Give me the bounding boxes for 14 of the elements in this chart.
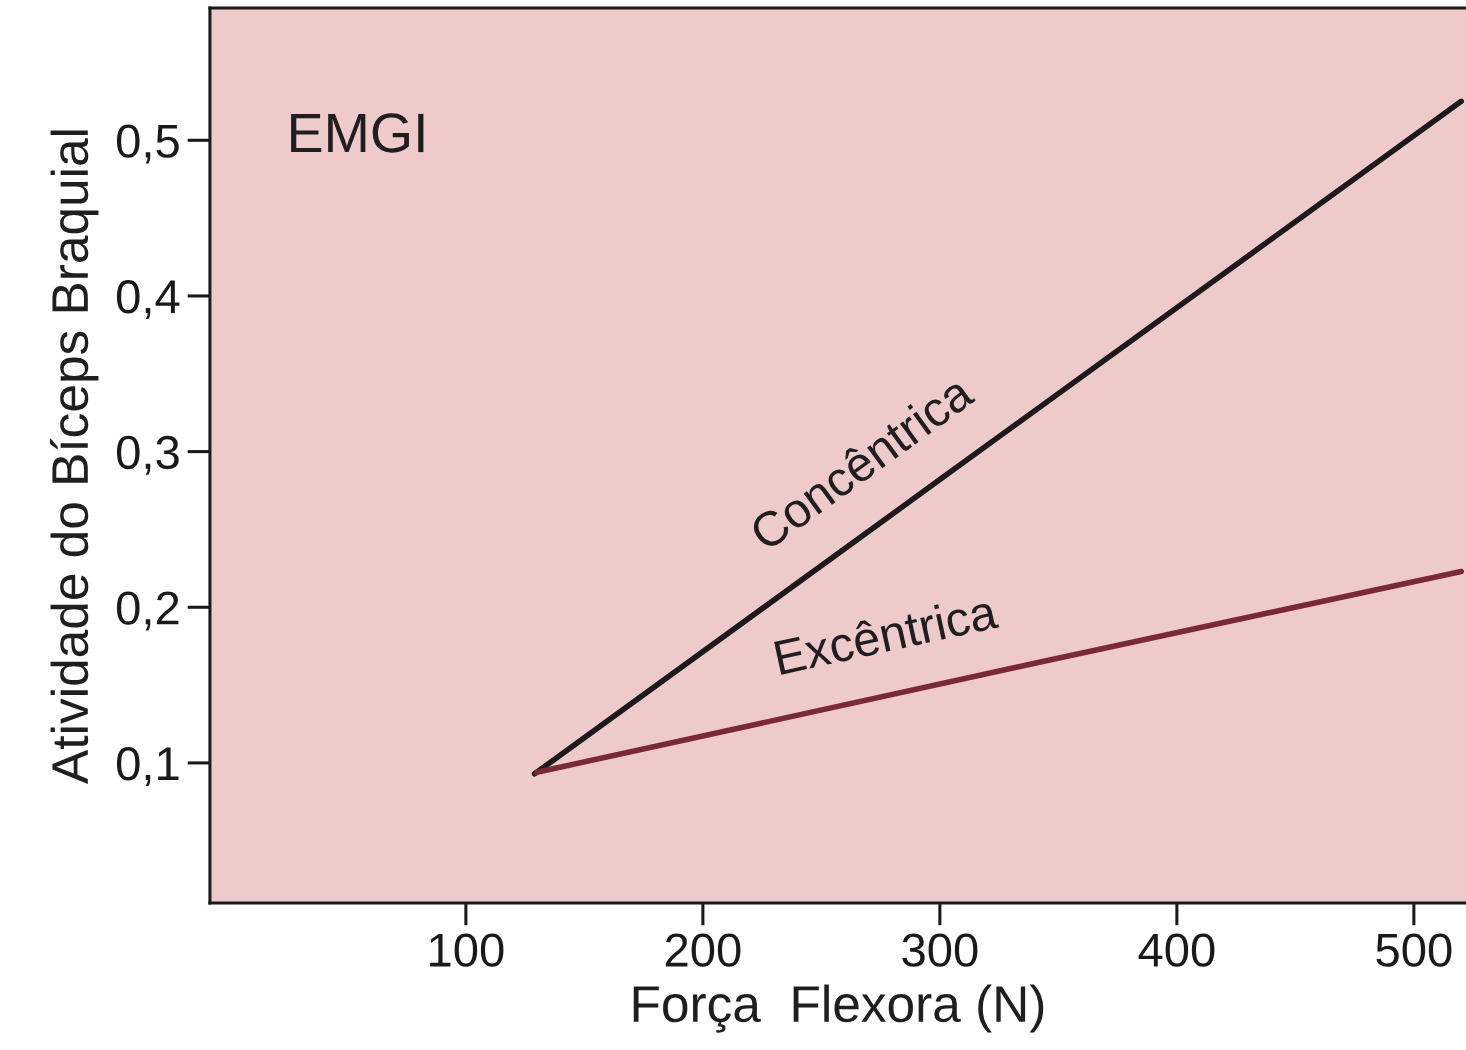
y-tick-label: 0,2 — [116, 591, 179, 631]
annotation: EMGI — [291, 113, 424, 153]
text: Excêntrica — [773, 592, 1000, 676]
x-tick-label: 200 — [665, 933, 741, 967]
x-tick-label: 400 — [1138, 933, 1215, 967]
y-tick-label: 0,4 — [116, 280, 180, 320]
y-tick-label: 0,1 — [116, 747, 179, 787]
x-axis-title: Força Flexora (N) — [633, 984, 1044, 1033]
y-tick-label: 0,5 — [116, 124, 179, 164]
y-axis-title: Atividade do Bíceps Braquial — [49, 130, 99, 784]
x-tick-label: 100 — [430, 933, 504, 967]
y-tick-label: 0,3 — [116, 435, 179, 475]
x-tick-label: 300 — [902, 933, 978, 967]
x-tick-label: 500 — [1376, 933, 1452, 967]
